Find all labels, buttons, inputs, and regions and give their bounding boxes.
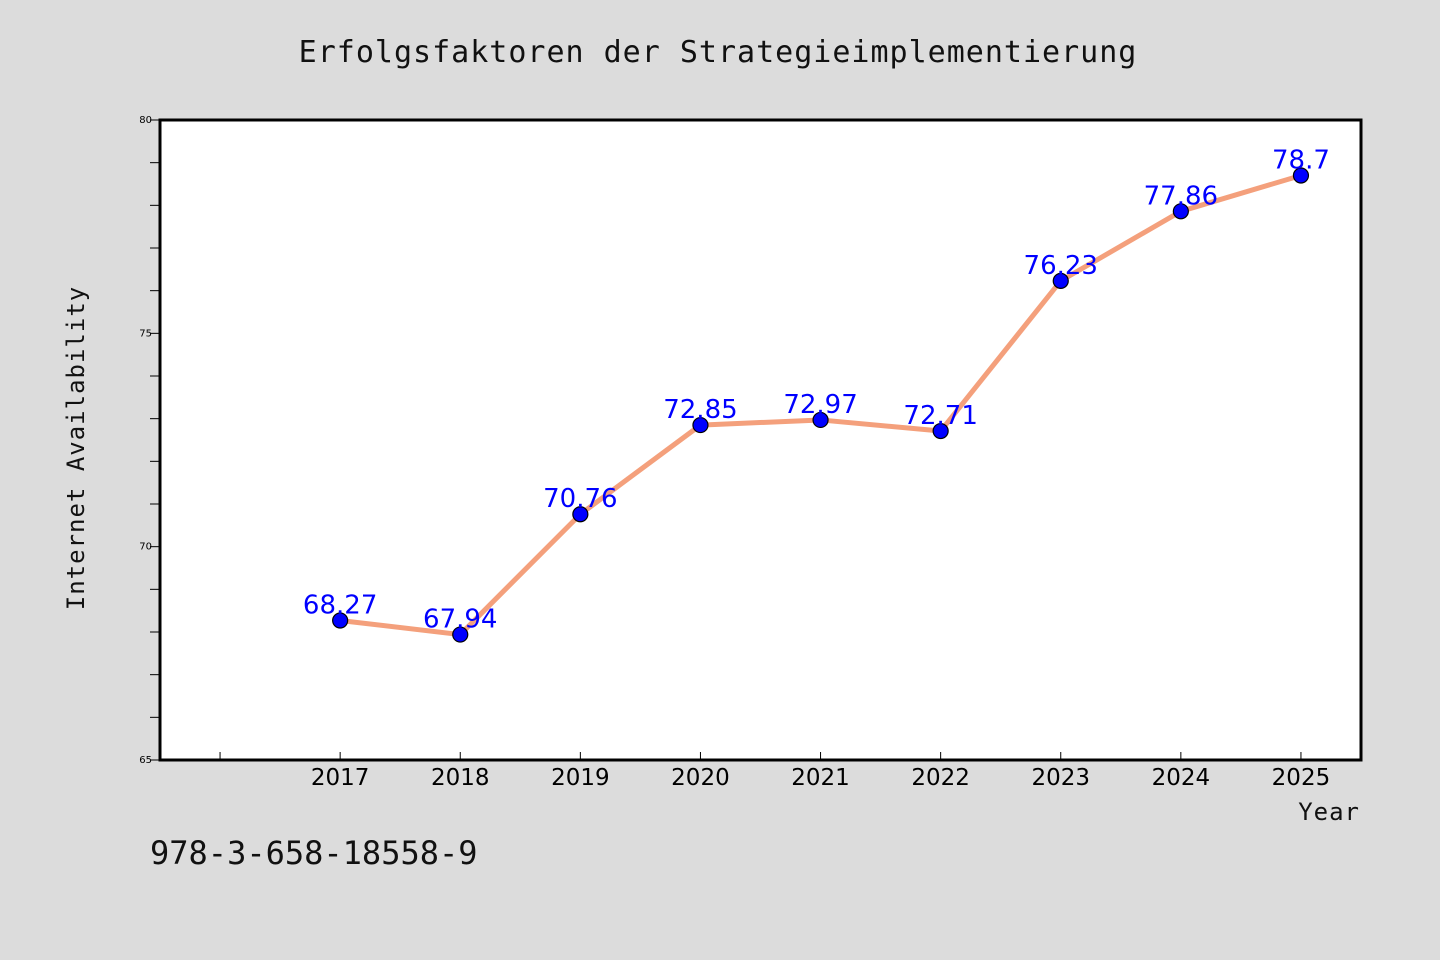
x-axis-label: Year xyxy=(1298,798,1360,826)
data-point xyxy=(692,416,709,434)
data-label: 72.97 xyxy=(783,390,857,420)
y-axis: 65 70 75 80 xyxy=(139,115,160,766)
data-label: 76.23 xyxy=(1024,251,1098,281)
data-point xyxy=(932,422,949,440)
data-label-group: 68.27 67.94 70.76 72.85 72.97 72.71 76.23 77.86… xyxy=(303,145,1330,634)
data-label: 72.85 xyxy=(663,395,737,425)
data-label: 70.76 xyxy=(543,484,617,514)
x-tick-label: 2024 xyxy=(1152,765,1211,791)
x-tick-label: 2020 xyxy=(671,765,730,791)
x-tick-label: 2018 xyxy=(431,765,490,791)
chart-title: Erfolgsfaktoren der Strategieimplementie… xyxy=(299,35,1138,70)
data-label: 72.71 xyxy=(903,401,977,431)
data-point xyxy=(1172,203,1189,220)
data-label: 68.27 xyxy=(303,590,377,620)
data-label: 77.86 xyxy=(1144,181,1218,211)
data-label: 67.94 xyxy=(423,605,497,635)
x-tick-label: 2021 xyxy=(791,765,850,791)
data-point xyxy=(1292,167,1310,184)
y-tick-label: 65 xyxy=(139,755,152,766)
data-point xyxy=(332,612,349,629)
data-label: 78.7 xyxy=(1272,145,1330,175)
isbn-footer: 978-3-658-18558-9 xyxy=(150,834,478,872)
x-tick-label: 2022 xyxy=(911,765,970,791)
y-tick-label: 70 xyxy=(139,542,152,553)
plot-area xyxy=(158,118,1363,762)
x-axis: 2017 2018 2019 2020 2021 2022 2023 2024 2025 xyxy=(219,752,1331,791)
x-tick-label: 2017 xyxy=(311,765,370,791)
x-tick-label: 2023 xyxy=(1031,765,1090,791)
data-point xyxy=(572,506,589,523)
data-point xyxy=(1052,272,1069,289)
x-tick-label: 2019 xyxy=(551,765,610,791)
y-tick-label: 80 xyxy=(139,115,152,126)
data-point xyxy=(812,411,829,429)
data-point xyxy=(452,626,469,643)
x-tick-label: 2025 xyxy=(1272,765,1331,791)
y-tick-label: 75 xyxy=(139,328,152,339)
marker-group xyxy=(332,167,1310,643)
y-axis-label: Internet Availability xyxy=(62,286,90,610)
